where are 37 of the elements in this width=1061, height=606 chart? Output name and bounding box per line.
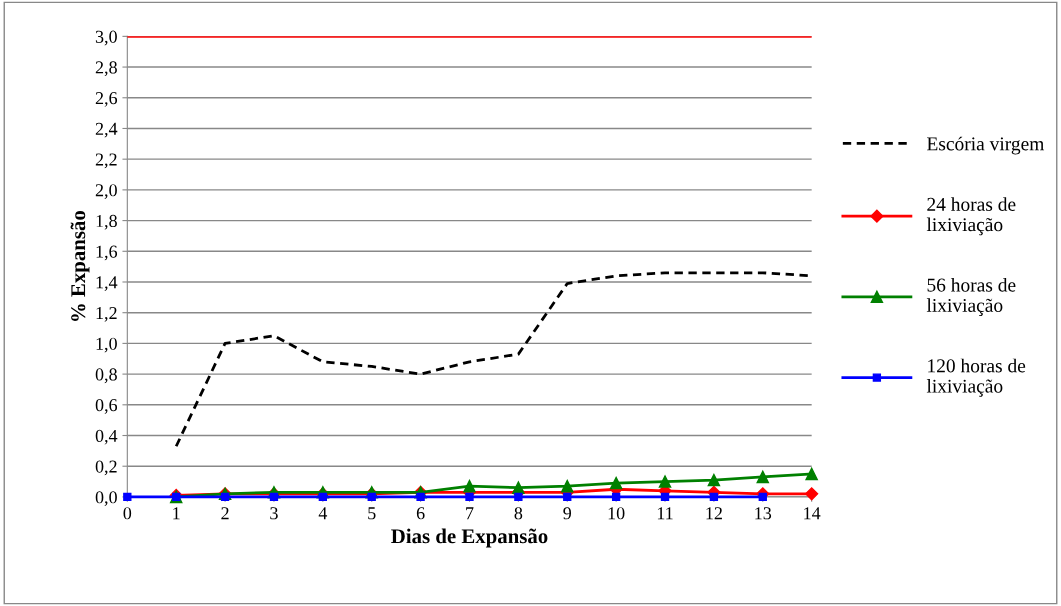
x-tick-label: 10	[608, 507, 625, 520]
y-tick-label: 1,2	[96, 307, 117, 322]
y-tick-label: 0,4	[95, 429, 118, 445]
y-tick-label: 2,2	[95, 153, 117, 169]
x-tick-label: 14	[804, 507, 821, 520]
x-tick-label: 13	[755, 507, 772, 520]
x-tick-label: 11	[657, 507, 673, 520]
y-tick-label: 3,0	[95, 30, 117, 46]
y-axis-title: % Expansão	[70, 210, 90, 321]
y-tick-label: 2,8	[95, 61, 117, 77]
y-tick-label: 1,0	[96, 337, 117, 353]
x-tick-label: 2	[221, 507, 229, 520]
y-tick-label: 0,0	[95, 491, 117, 506]
y-tick-label: 0,8	[95, 368, 117, 384]
x-tick-label: 12	[706, 507, 722, 520]
x-tick-label: 5	[368, 507, 376, 520]
y-tick-label: 1,8	[96, 214, 117, 230]
x-tick-label: 7	[466, 507, 474, 520]
x-tick-label: 6	[416, 507, 425, 520]
y-tick-label: 1,6	[96, 245, 118, 261]
y-tick-label: 0,6	[95, 399, 118, 414]
x-tick-label: 1	[173, 507, 180, 520]
y-tick-label: 2,0	[95, 184, 117, 199]
legend-label: Escória virgem	[927, 136, 1045, 155]
y-tick-label: 2,6	[95, 92, 118, 107]
x-axis-title: Dias de Expansão	[391, 528, 548, 548]
legend-label: 120 horas de lixiviação	[926, 358, 1026, 397]
y-tick-label: 2,4	[95, 122, 118, 138]
x-tick-label: 8	[514, 507, 523, 520]
legend-label: 24 horas de lixiviação	[926, 197, 1016, 236]
x-tick-label: 0	[123, 507, 132, 520]
y-tick-label: 1,4	[96, 276, 118, 292]
x-tick-label: 3	[270, 507, 278, 520]
y-tick-label: 0,2	[95, 460, 117, 476]
legend-label: 56 horas de lixiviação	[926, 277, 1016, 316]
x-tick-label: 9	[563, 507, 572, 520]
x-tick-label: 4	[318, 507, 328, 520]
